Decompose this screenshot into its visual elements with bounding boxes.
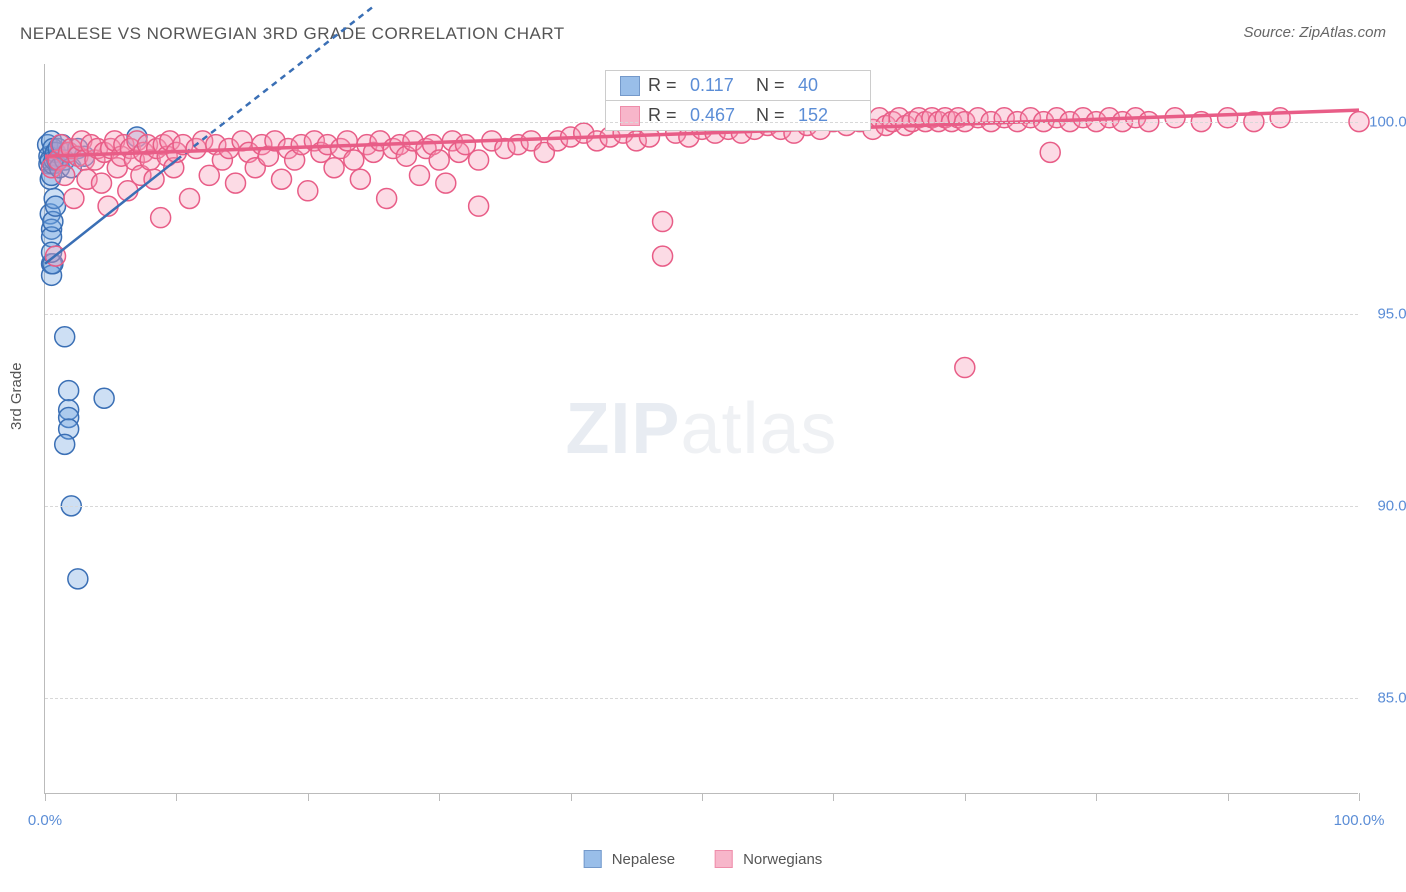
x-tick bbox=[439, 793, 440, 801]
stats-label: R = bbox=[648, 105, 682, 126]
legend-item[interactable]: Nepalese bbox=[584, 850, 675, 868]
data-point bbox=[324, 158, 344, 178]
data-point bbox=[64, 188, 84, 208]
data-point bbox=[55, 165, 75, 185]
grid-line bbox=[45, 122, 1358, 123]
data-point bbox=[55, 327, 75, 347]
data-point bbox=[226, 173, 246, 193]
stats-row: R = 0.467 N = 152 bbox=[606, 100, 870, 130]
data-point bbox=[1040, 142, 1060, 162]
data-point bbox=[469, 196, 489, 216]
y-tick-label: 90.0% bbox=[1377, 497, 1406, 514]
stats-row: R = 0.117 N = 40 bbox=[606, 71, 870, 100]
data-point bbox=[298, 181, 318, 201]
x-tick bbox=[1096, 793, 1097, 801]
data-point bbox=[955, 358, 975, 378]
chart-source: Source: ZipAtlas.com bbox=[1243, 24, 1386, 41]
x-tick bbox=[176, 793, 177, 801]
x-tick bbox=[571, 793, 572, 801]
data-point bbox=[151, 208, 171, 228]
stats-label: N = bbox=[756, 105, 790, 126]
data-point bbox=[409, 165, 429, 185]
data-point bbox=[469, 150, 489, 170]
data-point bbox=[180, 188, 200, 208]
grid-line bbox=[45, 506, 1358, 507]
x-tick bbox=[45, 793, 46, 801]
stats-value: 0.117 bbox=[690, 75, 748, 96]
stats-label: N = bbox=[756, 75, 790, 96]
chart-container: NEPALESE VS NORWEGIAN 3RD GRADE CORRELAT… bbox=[0, 0, 1406, 892]
data-point bbox=[46, 196, 66, 216]
x-tick bbox=[833, 793, 834, 801]
legend-swatch bbox=[584, 850, 602, 868]
data-point bbox=[429, 150, 449, 170]
legend-item[interactable]: Norwegians bbox=[715, 850, 822, 868]
stats-swatch bbox=[620, 76, 640, 96]
x-tick-label: 0.0% bbox=[28, 812, 62, 829]
data-point bbox=[59, 381, 79, 401]
chart-title: NEPALESE VS NORWEGIAN 3RD GRADE CORRELAT… bbox=[20, 24, 565, 44]
data-point bbox=[653, 246, 673, 266]
grid-line bbox=[45, 698, 1358, 699]
data-point bbox=[350, 169, 370, 189]
data-point bbox=[377, 188, 397, 208]
legend: Nepalese Norwegians bbox=[584, 850, 823, 868]
data-point bbox=[1218, 108, 1238, 128]
grid-line bbox=[45, 314, 1358, 315]
data-point bbox=[94, 388, 114, 408]
stats-value: 40 bbox=[798, 75, 856, 96]
stats-label: R = bbox=[648, 75, 682, 96]
data-point bbox=[68, 569, 88, 589]
x-tick bbox=[1228, 793, 1229, 801]
x-tick-label: 100.0% bbox=[1334, 812, 1385, 829]
plot-svg bbox=[45, 64, 1358, 793]
x-tick bbox=[1359, 793, 1360, 801]
data-point bbox=[1270, 108, 1290, 128]
x-tick bbox=[702, 793, 703, 801]
data-point bbox=[653, 212, 673, 232]
y-tick-label: 95.0% bbox=[1377, 305, 1406, 322]
data-point bbox=[92, 173, 112, 193]
legend-label: Norwegians bbox=[743, 851, 822, 868]
data-point bbox=[55, 434, 75, 454]
x-tick bbox=[965, 793, 966, 801]
x-tick bbox=[308, 793, 309, 801]
y-axis-label: 3rd Grade bbox=[8, 362, 25, 430]
y-tick-label: 100.0% bbox=[1369, 113, 1406, 130]
data-point bbox=[337, 131, 357, 151]
stats-value: 0.467 bbox=[690, 105, 748, 126]
data-point bbox=[436, 173, 456, 193]
stats-value: 152 bbox=[798, 105, 856, 126]
plot-area: ZIPatlas R =0.117N =40R =0.467N =152 85.… bbox=[44, 64, 1358, 794]
legend-label: Nepalese bbox=[612, 851, 675, 868]
y-tick-label: 85.0% bbox=[1377, 689, 1406, 706]
legend-swatch bbox=[715, 850, 733, 868]
data-point bbox=[272, 169, 292, 189]
